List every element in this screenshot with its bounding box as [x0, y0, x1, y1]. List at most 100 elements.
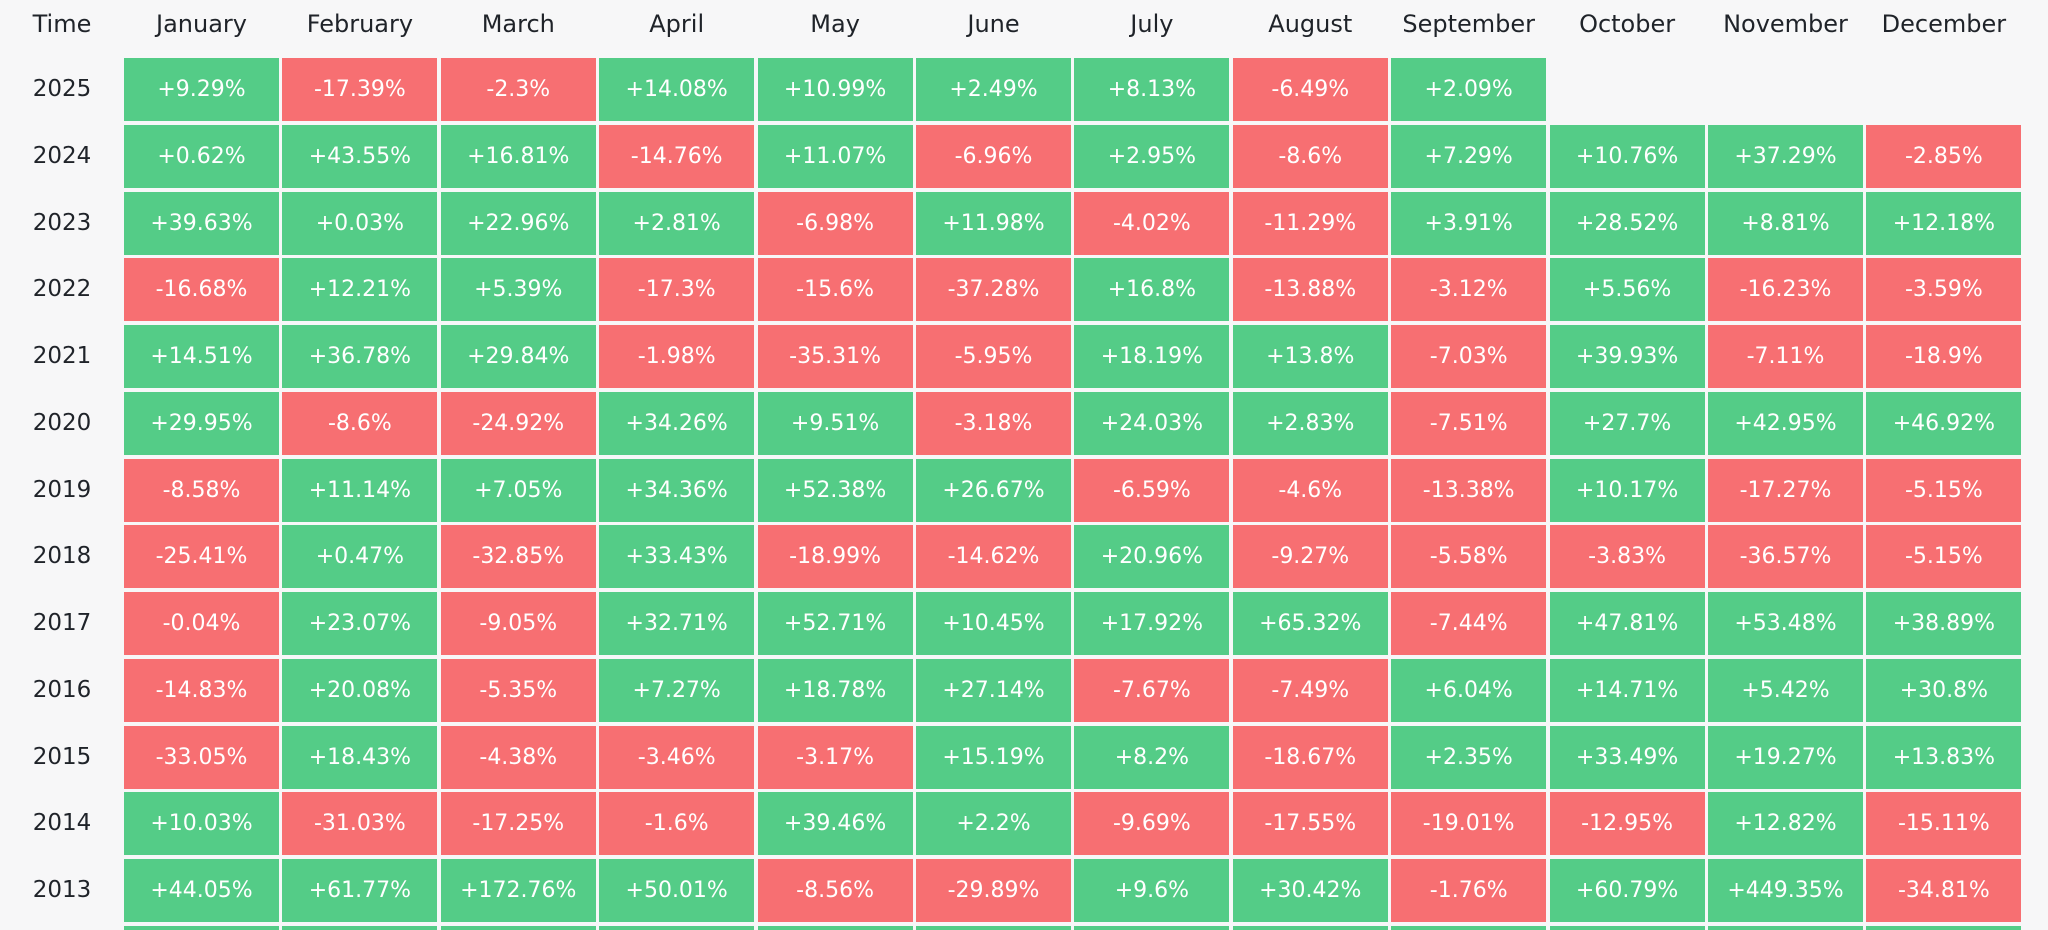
heatmap-cell: -17.55%: [1232, 792, 1388, 856]
heatmap-cell: +42.95%: [1708, 391, 1863, 455]
heatmap-cell: -25.41%: [124, 525, 279, 589]
month-header-june: June: [967, 10, 1020, 38]
heatmap-cell: +0.03%: [282, 191, 438, 255]
heatmap-cell: -35.31%: [757, 325, 913, 388]
heatmap-cell: +11.98%: [916, 191, 1071, 255]
heatmap-cell: +39.93%: [1549, 325, 1705, 388]
heatmap-cell: +172.76%: [440, 859, 596, 922]
month-header-august: August: [1268, 10, 1353, 38]
heatmap-cell: +10.17%: [1549, 458, 1705, 522]
corner-label: Time: [32, 10, 92, 38]
heatmap-cell: +43.55%: [282, 124, 438, 188]
year-label: 2018: [32, 543, 92, 570]
heatmap-cell: +14.08%: [599, 58, 755, 121]
heatmap-cell: +5.42%: [1708, 658, 1863, 722]
month-header-november: November: [1723, 10, 1848, 38]
heatmap-cell: +33.43%: [599, 525, 755, 589]
heatmap-cell: +8.81%: [1708, 191, 1863, 255]
heatmap-cell-partial: [1074, 925, 1230, 930]
heatmap-cell: +5.56%: [1549, 258, 1705, 322]
heatmap-cell: -34.81%: [1866, 859, 2022, 922]
heatmap-cell: -36.57%: [1708, 525, 1863, 589]
heatmap-cell: -4.02%: [1074, 191, 1230, 255]
heatmap-cell: -15.11%: [1866, 792, 2022, 856]
heatmap-cell: -17.3%: [599, 258, 755, 322]
heatmap-cell: +38.89%: [1866, 592, 2022, 655]
heatmap-cell: +37.29%: [1708, 124, 1863, 188]
heatmap-cell: -13.88%: [1232, 258, 1388, 322]
heatmap-cell: -3.83%: [1549, 525, 1705, 589]
year-label: 2015: [32, 743, 92, 770]
heatmap-cell: +30.42%: [1232, 859, 1388, 922]
heatmap-cell: +7.27%: [599, 658, 755, 722]
heatmap-cell: -3.46%: [599, 725, 755, 789]
heatmap-cell: +34.26%: [599, 391, 755, 455]
heatmap-cell: -18.67%: [1232, 725, 1388, 789]
month-header-december: December: [1881, 10, 2007, 38]
heatmap-cell: -7.51%: [1391, 391, 1547, 455]
heatmap-cell: -3.17%: [757, 725, 913, 789]
heatmap-cell: -12.95%: [1549, 792, 1705, 856]
heatmap-cell-partial: [1391, 925, 1547, 930]
heatmap-cell: -4.38%: [440, 725, 596, 789]
heatmap-cell: -5.15%: [1866, 458, 2022, 522]
heatmap-cell: +10.99%: [757, 58, 913, 121]
heatmap-cell: -3.59%: [1866, 258, 2022, 322]
heatmap-cell: +28.52%: [1549, 191, 1705, 255]
heatmap-cell: +11.07%: [757, 124, 913, 188]
heatmap-cell: -5.35%: [440, 658, 596, 722]
heatmap-cell: -24.92%: [440, 391, 596, 455]
heatmap-cell: -1.76%: [1391, 859, 1547, 922]
heatmap-cell: +27.14%: [916, 658, 1071, 722]
heatmap-cell: -6.96%: [916, 124, 1071, 188]
heatmap-cell: +22.96%: [440, 191, 596, 255]
heatmap-cell: -17.39%: [282, 58, 438, 121]
month-header-may: May: [810, 10, 860, 38]
heatmap-cell: -4.6%: [1232, 458, 1388, 522]
heatmap-cell: +7.05%: [440, 458, 596, 522]
heatmap-cell: -15.6%: [757, 258, 913, 322]
year-label: 2014: [32, 810, 92, 837]
heatmap-cell: +19.27%: [1708, 725, 1863, 789]
heatmap-cell: +2.95%: [1074, 124, 1230, 188]
heatmap-cell: +12.82%: [1708, 792, 1863, 856]
heatmap-cell: +3.91%: [1391, 191, 1547, 255]
heatmap-cell: +16.8%: [1074, 258, 1230, 322]
heatmap-cell: +2.09%: [1391, 58, 1547, 121]
heatmap-cell: +18.43%: [282, 725, 438, 789]
heatmap-cell: +0.62%: [124, 124, 279, 188]
heatmap-cell: -8.58%: [124, 458, 279, 522]
heatmap-cell: -5.95%: [916, 325, 1071, 388]
heatmap-cell: +24.03%: [1074, 391, 1230, 455]
heatmap-cell: -16.23%: [1708, 258, 1863, 322]
heatmap-cell: +2.49%: [916, 58, 1071, 121]
heatmap-cell: -17.25%: [440, 792, 596, 856]
year-label: 2021: [32, 343, 92, 369]
heatmap-cell: +36.78%: [282, 325, 438, 388]
heatmap-cell-partial: [1866, 925, 2022, 930]
heatmap-cell: -14.83%: [124, 658, 279, 722]
heatmap-cell: +15.19%: [916, 725, 1071, 789]
heatmap-cell: -7.67%: [1074, 658, 1230, 722]
heatmap-cell: +32.71%: [599, 592, 755, 655]
heatmap-cell-partial: [1549, 925, 1705, 930]
heatmap-cell: -18.9%: [1866, 325, 2022, 388]
heatmap-cell: +30.8%: [1866, 658, 2022, 722]
heatmap-cell-partial: [757, 925, 913, 930]
heatmap-cell: +61.77%: [282, 859, 438, 922]
year-label: 2022: [32, 276, 92, 303]
heatmap-cell: -6.49%: [1232, 58, 1388, 121]
year-label: 2013: [32, 877, 92, 903]
heatmap-cell: +29.95%: [124, 391, 279, 455]
heatmap-cell: -13.38%: [1391, 458, 1547, 522]
heatmap-cell: +10.76%: [1549, 124, 1705, 188]
heatmap-cell: +65.32%: [1232, 592, 1388, 655]
heatmap-cell: +44.05%: [124, 859, 279, 922]
heatmap-cell: -5.58%: [1391, 525, 1547, 589]
heatmap-cell: +12.18%: [1866, 191, 2022, 255]
heatmap-cell: -17.27%: [1708, 458, 1863, 522]
heatmap-cell: +8.13%: [1074, 58, 1230, 121]
month-header-april: April: [649, 10, 705, 38]
month-header-september: September: [1402, 10, 1536, 38]
heatmap-cell: +14.71%: [1549, 658, 1705, 722]
